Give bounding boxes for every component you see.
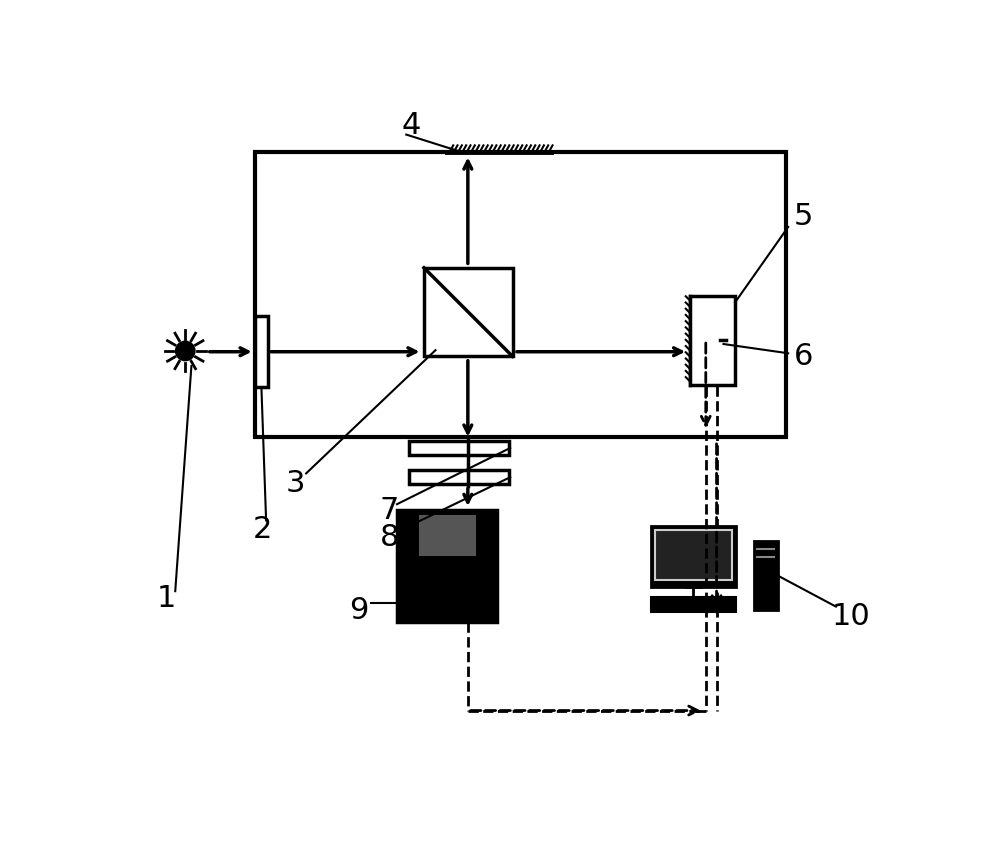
- Text: 9: 9: [349, 596, 368, 625]
- Bar: [690, 296, 735, 385]
- Circle shape: [176, 342, 195, 360]
- Bar: [409, 441, 509, 455]
- Bar: [420, 516, 475, 555]
- Text: 7: 7: [380, 496, 399, 525]
- Text: 10: 10: [832, 602, 871, 631]
- Text: 5: 5: [794, 202, 813, 231]
- Bar: [754, 541, 778, 610]
- Text: 6: 6: [794, 342, 813, 371]
- Bar: [424, 268, 512, 356]
- Bar: [397, 510, 497, 622]
- Bar: [409, 470, 509, 484]
- Text: 3: 3: [286, 469, 305, 498]
- Text: 1: 1: [156, 584, 176, 613]
- Bar: [655, 530, 732, 579]
- Text: 8: 8: [380, 523, 399, 552]
- Bar: [651, 526, 736, 587]
- Bar: [255, 316, 268, 387]
- Text: 4: 4: [401, 111, 421, 140]
- Bar: [651, 596, 736, 612]
- Text: 2: 2: [253, 515, 272, 544]
- Bar: [255, 153, 786, 437]
